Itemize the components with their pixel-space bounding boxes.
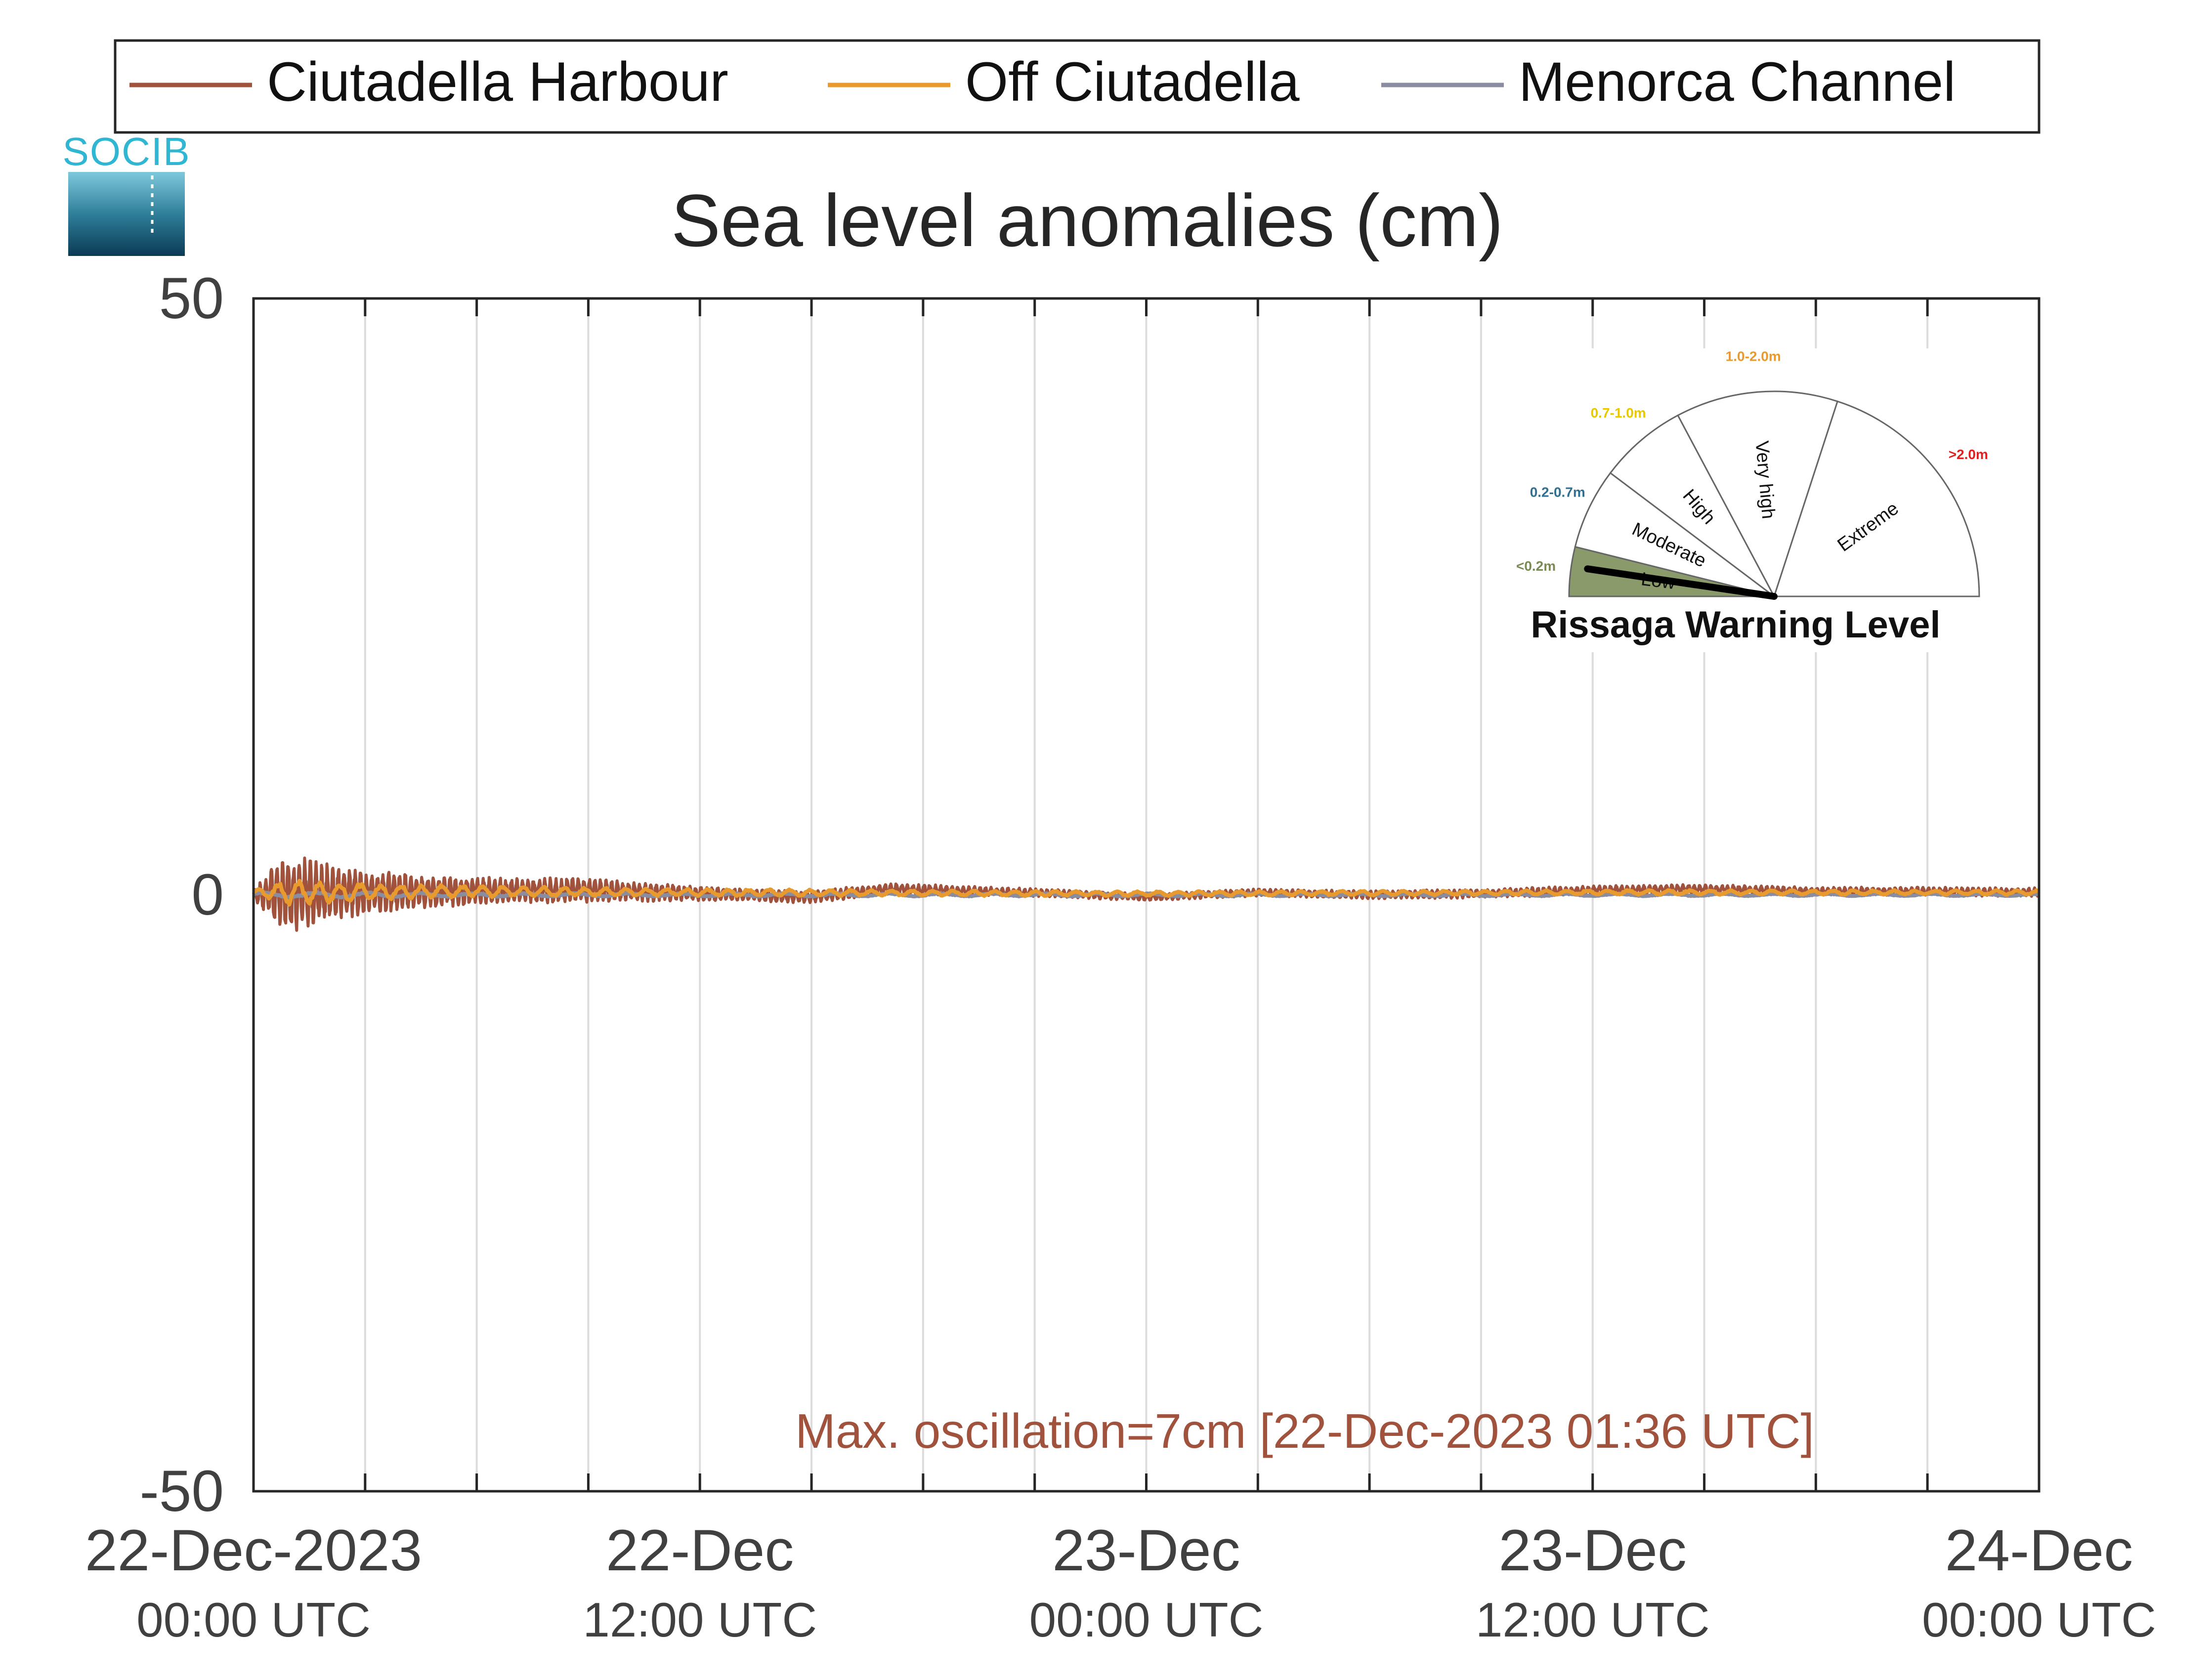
- axes: [252, 297, 2041, 1493]
- y-tick-label: -50: [139, 1459, 224, 1524]
- series-layer: [252, 856, 2041, 932]
- legend-item: Off Ciutadella: [828, 51, 1300, 113]
- gauge-range-label: <0.2m: [1516, 558, 1556, 574]
- legend: Ciutadella Harbour Off Ciutadella Menorca …: [114, 39, 2041, 134]
- rissaga-gauge: Low<0.2mModerate0.2-0.7mHigh0.7-1.0mVery…: [1506, 348, 2015, 652]
- legend-item: Ciutadella Harbour: [129, 51, 728, 113]
- legend-label: Off Ciutadella: [965, 51, 1300, 113]
- gauge-sector: [1609, 414, 1775, 597]
- x-tick-label-time: 00:00 UTC: [1029, 1593, 1264, 1647]
- gauge-range-label: 0.7-1.0m: [1591, 405, 1646, 420]
- gauge-title: Rissaga Warning Level: [1531, 604, 1940, 646]
- x-tick-label-date: 24-Dec: [1945, 1518, 2133, 1583]
- gauge-needle: [1584, 565, 1778, 600]
- legend-box: [114, 39, 2041, 134]
- y-tick-label: 50: [159, 266, 224, 331]
- legend-label: Menorca Channel: [1519, 51, 1956, 113]
- gauge-sector: [1574, 472, 1775, 597]
- y-tick-label: 0: [191, 862, 224, 927]
- legend-label: Ciutadella Harbour: [267, 51, 728, 113]
- gauge-range-label: 1.0-2.0m: [1726, 349, 1781, 364]
- x-tick-label-time: 00:00 UTC: [1922, 1593, 2156, 1647]
- socib-logo: SOCIB: [63, 129, 191, 256]
- x-tick-label-date: 23-Dec: [1499, 1518, 1687, 1583]
- chart-title: Sea level anomalies (cm): [671, 179, 1503, 262]
- legend-item: Menorca Channel: [1381, 51, 1956, 113]
- logo-wave-block: [68, 172, 185, 256]
- x-tick-label-time: 00:00 UTC: [136, 1593, 371, 1647]
- x-tick-label-date: 22-Dec: [606, 1518, 794, 1583]
- gauge-sector: [1773, 400, 1980, 597]
- max-oscillation-annotation: Max. oscillation=7cm [22-Dec-2023 01:36 …: [795, 1404, 1814, 1458]
- logo-text: SOCIB: [63, 129, 191, 173]
- x-tick-label-date: 22-Dec-2023: [85, 1518, 422, 1583]
- gauge-sector: [1677, 390, 1839, 598]
- x-tick-label-date: 23-Dec: [1052, 1518, 1240, 1583]
- x-tick-label-time: 12:00 UTC: [583, 1593, 817, 1647]
- x-tick-label-time: 12:00 UTC: [1476, 1593, 1710, 1647]
- series-line: [253, 879, 2040, 907]
- gauge-range-label: 0.2-0.7m: [1530, 484, 1585, 500]
- gauge-range-label: >2.0m: [1949, 447, 1988, 462]
